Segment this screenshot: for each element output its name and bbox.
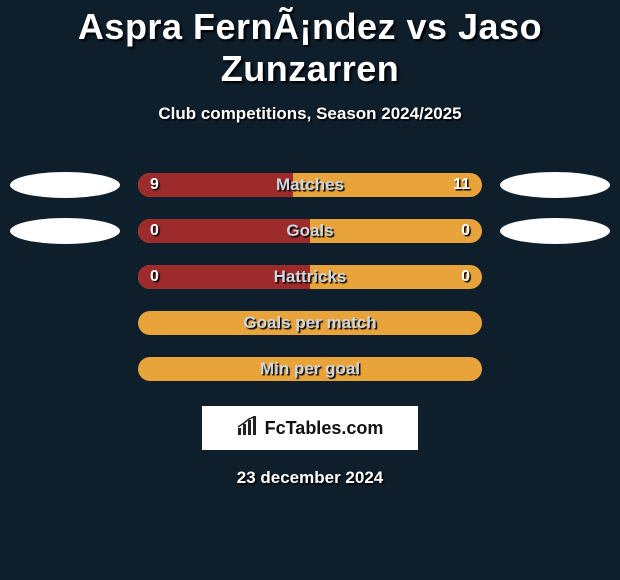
- page-title: Aspra FernÃ¡ndez vs Jaso Zunzarren: [0, 0, 620, 90]
- stat-label: Min per goal: [138, 357, 482, 381]
- bar-chart-icon: [237, 416, 259, 441]
- stat-row: Matches911: [0, 162, 620, 208]
- brand-text: FcTables.com: [265, 418, 384, 439]
- stat-bar: Matches911: [138, 173, 482, 197]
- stat-label: Goals per match: [138, 311, 482, 335]
- stat-row: Goals00: [0, 208, 620, 254]
- stat-bar-left-fill: [138, 173, 293, 197]
- stat-bar-left-fill: [138, 265, 310, 289]
- stat-value-right: 0: [461, 265, 470, 289]
- stat-row: Min per goal: [0, 346, 620, 392]
- right-ellipse: [500, 172, 610, 198]
- stat-rows: Matches911 Goals00 Hattricks00 Goals per ma…: [0, 162, 620, 392]
- stat-row: Hattricks00: [0, 254, 620, 300]
- stat-bar: Goals00: [138, 219, 482, 243]
- left-ellipse: [10, 218, 120, 244]
- subtitle: Club competitions, Season 2024/2025: [0, 104, 620, 124]
- stat-value-right: 0: [461, 219, 470, 243]
- right-spacer: [500, 264, 610, 290]
- stat-bar: Goals per match: [138, 311, 482, 335]
- stat-value-right: 11: [453, 173, 470, 197]
- left-spacer: [10, 264, 120, 290]
- brand-box: FcTables.com: [202, 406, 418, 450]
- right-spacer: [500, 356, 610, 382]
- stat-bar: Min per goal: [138, 357, 482, 381]
- left-spacer: [10, 356, 120, 382]
- date-text: 23 december 2024: [0, 468, 620, 488]
- left-ellipse: [10, 172, 120, 198]
- stat-bar: Hattricks00: [138, 265, 482, 289]
- stat-bar-left-fill: [138, 219, 310, 243]
- stat-row: Goals per match: [0, 300, 620, 346]
- left-spacer: [10, 310, 120, 336]
- right-ellipse: [500, 218, 610, 244]
- right-spacer: [500, 310, 610, 336]
